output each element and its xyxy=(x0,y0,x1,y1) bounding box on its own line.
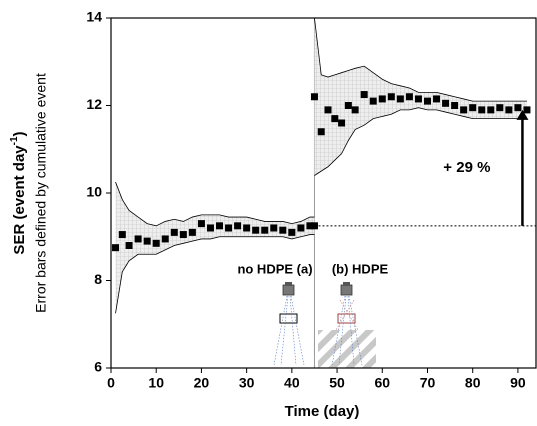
y-tick-label: 10 xyxy=(86,184,102,200)
data-point xyxy=(487,106,495,114)
plot-frame xyxy=(110,17,537,369)
condition-label: (b) HDPE xyxy=(332,261,389,276)
data-point xyxy=(306,222,314,230)
data-point xyxy=(514,104,522,112)
y-tick-label: 6 xyxy=(94,359,102,375)
data-point xyxy=(414,95,422,103)
data-point xyxy=(369,97,377,105)
band-edge xyxy=(115,234,315,314)
data-point xyxy=(112,244,120,252)
arrow-head xyxy=(516,109,529,120)
data-point xyxy=(478,106,486,114)
x-tick-label: 70 xyxy=(420,375,436,391)
data-point xyxy=(197,220,205,228)
x-tick-label: 50 xyxy=(329,375,345,391)
setup-icon-a xyxy=(273,282,305,366)
data-point xyxy=(225,224,233,232)
x-tick-label: 30 xyxy=(239,375,255,391)
data-point xyxy=(170,228,178,236)
condition-label: no HDPE (a) xyxy=(237,261,312,276)
y-axis-label: SER (event day-1) xyxy=(9,131,28,254)
x-tick-label: 40 xyxy=(284,375,300,391)
data-point xyxy=(351,106,359,114)
data-point xyxy=(331,115,339,123)
data-point xyxy=(360,91,368,99)
x-tick-label: 20 xyxy=(194,375,210,391)
data-point xyxy=(451,102,459,109)
data-point xyxy=(252,226,260,234)
data-point xyxy=(442,99,450,107)
x-tick-label: 0 xyxy=(107,375,115,391)
data-point xyxy=(317,128,325,136)
y-axis-sublabel: Error bars defined by cumulative event xyxy=(33,73,49,313)
data-point xyxy=(118,231,126,239)
band-edge xyxy=(314,107,527,176)
x-tick-label: 10 xyxy=(148,375,164,391)
y-tick-label: 12 xyxy=(86,96,102,112)
data-point xyxy=(496,104,504,112)
y-label-text: SER (event day xyxy=(11,145,28,255)
data-point xyxy=(297,224,305,232)
data-point xyxy=(261,226,269,234)
data-point xyxy=(179,231,187,239)
data-point xyxy=(234,222,242,230)
data-point xyxy=(324,106,332,114)
data-point xyxy=(405,93,413,101)
data-point xyxy=(161,235,169,243)
data-point xyxy=(188,228,196,236)
error-band xyxy=(115,182,315,314)
data-point xyxy=(387,93,395,101)
y-tick-label: 14 xyxy=(86,9,102,25)
data-point xyxy=(216,222,224,230)
data-point xyxy=(460,106,468,114)
data-point xyxy=(243,224,251,232)
data-point xyxy=(134,235,142,243)
band-edge xyxy=(314,17,527,102)
data-point xyxy=(378,95,386,103)
y-label-superscript: -1 xyxy=(9,136,20,145)
x-tick-label: 60 xyxy=(374,375,390,391)
data-point xyxy=(143,237,151,245)
data-point xyxy=(344,102,352,109)
data-point xyxy=(523,106,531,114)
data-point xyxy=(423,97,431,105)
y-tick-label: 8 xyxy=(94,271,102,287)
setup-icon-b xyxy=(318,282,376,368)
x-axis-label: Time (day) xyxy=(285,403,360,420)
annotation: + 29 % xyxy=(443,159,490,176)
data-point xyxy=(469,104,477,112)
data-point xyxy=(270,224,278,232)
data-point xyxy=(338,119,346,127)
data-point xyxy=(433,95,441,103)
data-point xyxy=(125,242,133,249)
data-point xyxy=(505,106,513,114)
data-point xyxy=(206,224,214,232)
band-edge xyxy=(115,181,315,227)
y-label-suffix: ) xyxy=(11,131,28,136)
data-point xyxy=(288,228,296,236)
x-tick-label: 80 xyxy=(465,375,481,391)
x-tick-label: 90 xyxy=(510,375,526,391)
data-point xyxy=(310,93,318,101)
data-point xyxy=(396,95,404,103)
data-point xyxy=(279,226,287,234)
data-point xyxy=(152,239,160,247)
